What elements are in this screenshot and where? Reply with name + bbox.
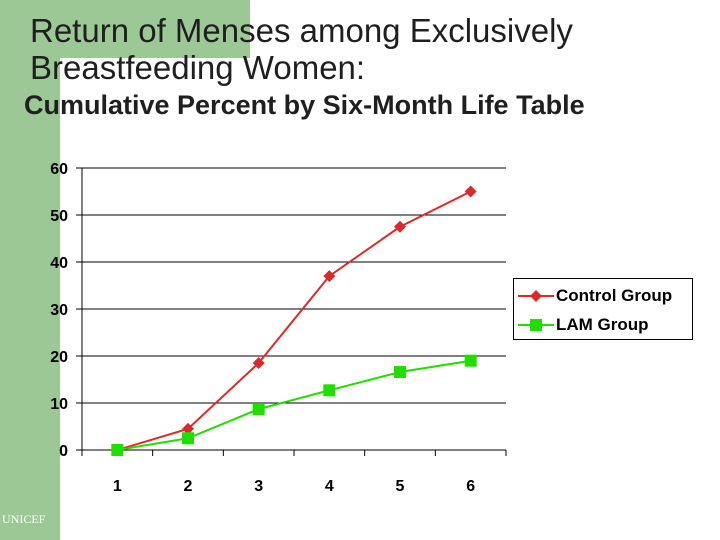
x-axis-ticks: 1 2 3 4 5 6	[113, 478, 475, 495]
sidebar-band	[0, 0, 60, 540]
y-tick-label: 10	[50, 396, 68, 413]
page-subtitle: Cumulative Percent by Six-Month Life Tab…	[24, 90, 585, 120]
data-point-control	[394, 220, 406, 233]
series-line-0	[117, 190, 472, 451]
source-note: UNICEF	[2, 512, 46, 526]
x-tick-label: 3	[254, 478, 263, 495]
data-point-control	[464, 185, 477, 198]
data-point-lam	[394, 365, 406, 378]
y-axis-ticks: 0 10 20 30 40 50 60	[50, 161, 68, 460]
y-tick-label: 60	[50, 161, 68, 178]
y-tick-label: 50	[50, 208, 68, 225]
legend-label-control: Control Group	[556, 286, 673, 305]
legend-item-lam: LAM Group	[514, 312, 694, 338]
data-point-lam	[111, 444, 124, 456]
legend-marker-lam	[518, 319, 554, 331]
data-point-control	[323, 270, 336, 283]
chart-legend: Control Group LAM Group	[513, 278, 693, 340]
x-tick-label: 6	[466, 478, 475, 495]
page-title: Return of Menses among Exclusively Breas…	[30, 12, 573, 86]
data-point-lam	[464, 354, 477, 367]
data-point-control	[252, 357, 265, 370]
y-tick-label: 40	[50, 255, 68, 272]
legend-item-control: Control Group	[514, 283, 694, 309]
x-tick-label: 1	[113, 478, 122, 495]
chart-grid	[82, 167, 506, 404]
y-tick-label: 0	[59, 443, 68, 460]
data-point-lam	[252, 403, 265, 416]
data-point-lam	[182, 432, 194, 445]
chart-axes	[76, 167, 507, 456]
series-line-1	[117, 359, 471, 451]
y-tick-label: 20	[50, 349, 68, 366]
x-tick-label: 4	[325, 478, 334, 495]
title-accent-block	[60, 0, 250, 58]
data-point-lam	[323, 384, 336, 397]
legend-label-lam: LAM Group	[556, 315, 649, 334]
data-point-control	[182, 422, 194, 435]
y-tick-label: 30	[50, 302, 68, 319]
x-tick-label: 2	[184, 478, 193, 495]
legend-marker-control	[518, 290, 554, 302]
chart-series	[111, 185, 477, 456]
x-tick-label: 5	[396, 478, 405, 495]
